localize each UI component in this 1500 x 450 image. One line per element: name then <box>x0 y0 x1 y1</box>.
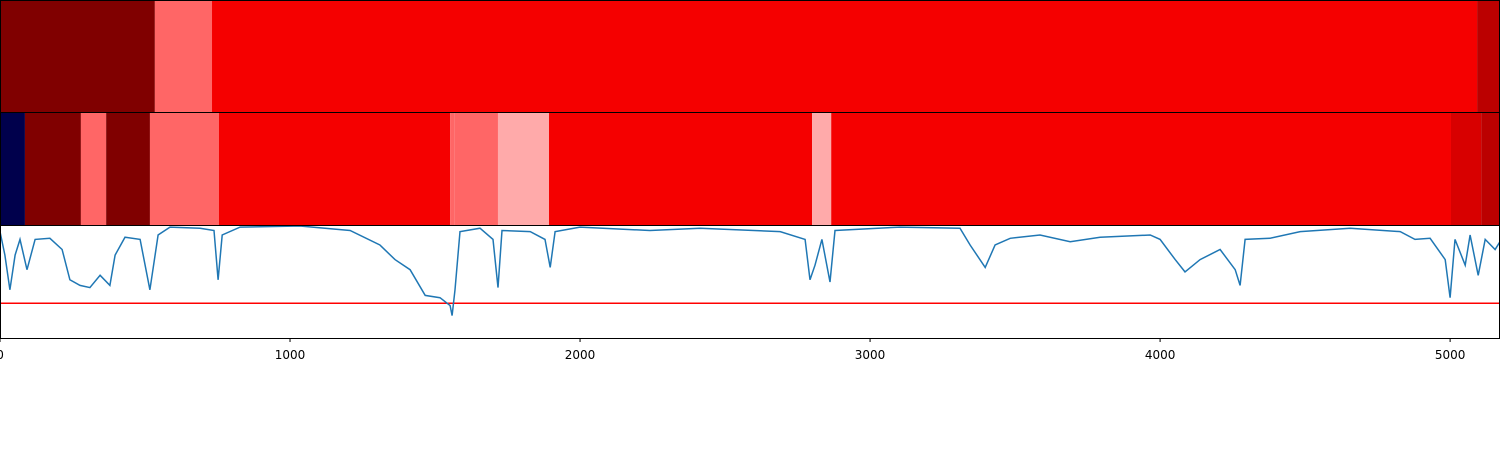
x-tick-label: 1000 <box>275 348 306 362</box>
x-tick-label: 4000 <box>1145 348 1176 362</box>
heat-cell <box>1450 113 1482 225</box>
x-tick-label: 0 <box>0 348 4 362</box>
heat-cell <box>24 113 81 225</box>
x-tick-label: 2000 <box>565 348 596 362</box>
heat-cell <box>106 113 150 225</box>
heat-cell <box>0 113 25 225</box>
heat-cell <box>218 113 451 225</box>
line <box>0 225 1500 316</box>
heat-cell <box>1481 113 1500 225</box>
heat-cell <box>497 113 550 225</box>
heat-cell <box>149 113 219 225</box>
heat-cell <box>812 113 832 225</box>
heat-cell <box>450 113 455 225</box>
heat-cell <box>212 1 1478 112</box>
heat-cell <box>454 113 498 225</box>
x-tick-label: 5000 <box>1435 348 1466 362</box>
heat-cell <box>1477 1 1500 112</box>
x-tick-label: 3000 <box>855 348 886 362</box>
heat-cell <box>0 1 155 112</box>
heat-cell <box>831 113 1451 225</box>
heat-cell <box>80 113 107 225</box>
plot-frame <box>0 225 1500 339</box>
heat-cell <box>549 113 813 225</box>
heat-cell <box>154 1 213 112</box>
